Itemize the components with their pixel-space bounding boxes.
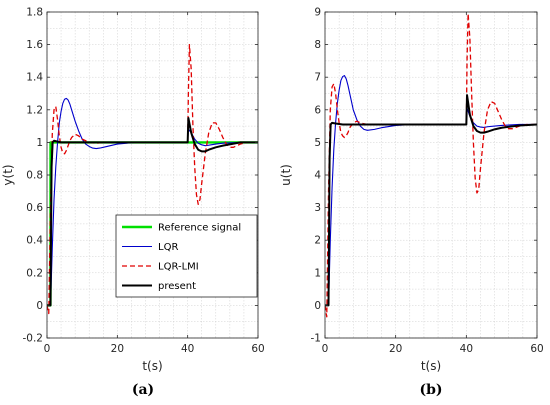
y-tick-label: 0 xyxy=(314,300,321,312)
y-tick-label: 7 xyxy=(314,72,321,84)
x-tick-label: 40 xyxy=(460,343,473,355)
x-axis-label: t(s) xyxy=(142,359,162,373)
y-axis-label: u(t) xyxy=(279,164,293,186)
y-tick-label: 3 xyxy=(314,202,321,214)
x-tick-label: 20 xyxy=(389,343,402,355)
legend: Reference signal LQR LQR-LMI present xyxy=(115,214,258,298)
x-tick-label: 40 xyxy=(181,343,194,355)
y-tick-label: 0 xyxy=(36,300,43,312)
series-line-present xyxy=(47,116,258,307)
x-tick-label: 60 xyxy=(530,343,543,355)
y-tick-label: 8 xyxy=(314,39,321,51)
y-tick-label: 1.2 xyxy=(26,104,43,116)
y-tick-label: 5 xyxy=(314,137,321,149)
y-tick-label: 1.6 xyxy=(26,39,43,51)
y-tick-label: 0.8 xyxy=(26,170,43,182)
y-tick-label: 0.2 xyxy=(26,267,43,279)
x-tick-label: 60 xyxy=(251,343,264,355)
legend-entry: Reference signal xyxy=(158,223,241,234)
y-tick-label: 1 xyxy=(314,267,321,279)
ticks: 0 20 40 60-0.200.20.40.60.811.21.41.61.8 xyxy=(23,7,265,356)
legend-entry: LQR xyxy=(158,242,178,253)
y-tick-label: 1.8 xyxy=(26,7,43,19)
x-tick-label: 0 xyxy=(322,343,329,355)
y-tick-label: -1 xyxy=(311,333,321,345)
y-tick-label: -0.2 xyxy=(23,333,44,345)
panel-sublabel: (a) xyxy=(132,382,154,398)
legend-entry: present xyxy=(158,281,196,292)
series-group xyxy=(325,12,537,318)
y-tick-label: 6 xyxy=(314,104,321,116)
y-tick-label: 2 xyxy=(314,235,321,247)
panel-sublabel: (b) xyxy=(419,382,442,398)
y-axis-label: y(t) xyxy=(1,164,15,185)
y-tick-label: 1.4 xyxy=(26,72,43,84)
y-tick-label: 1 xyxy=(36,137,43,149)
series-line-present xyxy=(325,94,537,307)
y-tick-label: 9 xyxy=(314,7,321,19)
x-tick-label: 0 xyxy=(44,343,51,355)
x-axis-label: t(s) xyxy=(421,359,441,373)
chart-panel-a: 0 20 40 60-0.200.20.40.60.811.21.41.61.8t(s… xyxy=(1,7,265,399)
legend-entry: LQR-LMI xyxy=(158,262,199,273)
series-line-lqr xyxy=(47,97,258,306)
y-tick-label: 0.4 xyxy=(26,235,43,247)
y-tick-label: 4 xyxy=(314,170,321,182)
x-tick-label: 20 xyxy=(111,343,124,355)
legend-box xyxy=(115,214,258,298)
y-tick-label: 0.6 xyxy=(26,202,43,214)
